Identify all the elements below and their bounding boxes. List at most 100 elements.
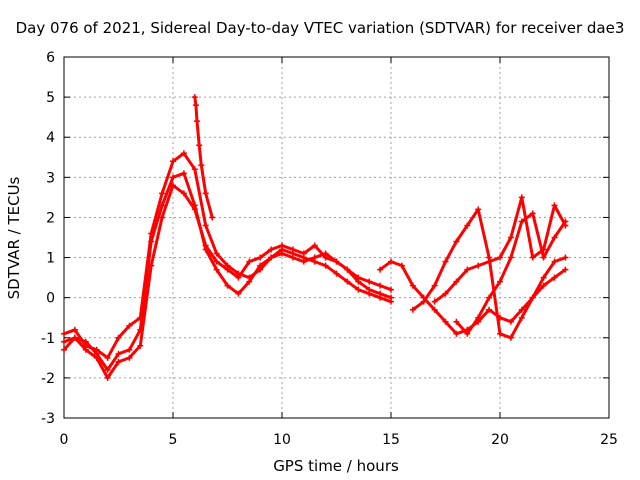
data-point-sat-e — [377, 266, 384, 273]
data-point-sat-c — [257, 266, 264, 273]
data-point-sat-c — [82, 342, 89, 349]
data-series — [61, 94, 569, 381]
data-point-sat-g — [431, 298, 438, 305]
data-point-sat-c — [61, 330, 67, 337]
data-point-sat-e — [442, 318, 449, 325]
data-point-sat-a — [366, 278, 373, 285]
data-point-sat-c — [300, 258, 307, 265]
data-point-sat-c — [104, 354, 111, 361]
data-point-sat-d — [196, 142, 203, 149]
data-point-sat-f — [529, 294, 536, 301]
data-point-sat-a — [137, 342, 144, 349]
data-point-sat-c — [126, 322, 133, 329]
data-point-sat-c — [180, 150, 187, 157]
series-line-sat-e — [378, 260, 567, 336]
data-point-sat-g — [442, 290, 449, 297]
data-point-sat-c — [311, 254, 318, 261]
y-tick-label: 0 — [46, 291, 55, 307]
data-point-sat-h — [475, 314, 482, 321]
data-point-sat-h — [453, 318, 460, 325]
data-point-sat-c — [344, 266, 351, 273]
data-point-sat-a — [311, 242, 318, 249]
data-point-sat-b — [170, 174, 176, 181]
data-point-sat-h — [497, 278, 503, 285]
data-point-sat-c — [148, 230, 155, 237]
data-point-sat-c — [202, 222, 209, 229]
data-point-sat-g — [529, 254, 536, 261]
data-point-sat-b — [137, 326, 144, 333]
data-point-sat-g — [518, 194, 525, 201]
data-point-sat-c — [137, 314, 144, 321]
data-point-sat-a — [377, 282, 384, 289]
data-point-sat-a — [115, 358, 122, 365]
data-point-sat-e — [518, 306, 525, 313]
data-point-sat-f — [540, 274, 547, 281]
data-point-sat-f — [562, 254, 569, 261]
x-tick-label: 25 — [600, 432, 618, 448]
data-point-sat-c — [213, 250, 220, 257]
data-point-sat-g — [497, 254, 503, 261]
data-point-sat-h — [529, 210, 536, 217]
data-point-sat-f — [442, 258, 449, 265]
data-point-sat-a — [268, 246, 275, 253]
data-point-sat-c — [224, 262, 231, 269]
data-point-sat-g — [475, 262, 482, 269]
data-point-sat-c — [322, 250, 329, 257]
data-point-sat-d — [191, 94, 198, 101]
data-point-sat-c — [170, 158, 176, 165]
data-point-sat-b — [213, 266, 220, 273]
data-point-sat-c — [355, 278, 362, 285]
data-point-sat-b — [344, 278, 351, 285]
data-point-sat-h — [540, 254, 547, 261]
plot-frame — [63, 56, 610, 419]
data-point-sat-g — [486, 258, 493, 265]
data-point-sat-f — [464, 222, 471, 229]
data-point-sat-d — [192, 102, 199, 109]
x-tick-label: 0 — [60, 432, 69, 448]
data-point-sat-e — [551, 274, 558, 281]
series-line-sat-c — [62, 151, 393, 360]
x-axis-label: GPS time / hours — [273, 457, 399, 475]
x-tick-label: 10 — [273, 432, 291, 448]
data-point-sat-a — [159, 214, 166, 221]
data-point-sat-c — [377, 290, 384, 297]
data-point-sat-b — [224, 282, 231, 289]
data-point-sat-a — [61, 338, 67, 345]
chart-title: Day 076 of 2021, Sidereal Day-to-day VTE… — [16, 19, 625, 37]
data-point-sat-a — [126, 354, 133, 361]
data-point-sat-a — [104, 374, 111, 381]
data-point-sat-e — [398, 262, 405, 269]
data-point-sat-h — [507, 254, 514, 261]
data-point-sat-b — [333, 270, 340, 277]
data-point-sat-e — [562, 266, 569, 273]
data-point-sat-h — [551, 234, 558, 241]
data-point-sat-b — [322, 262, 329, 269]
data-point-sat-h — [486, 294, 493, 301]
series-line-sat-d — [193, 95, 214, 219]
data-point-sat-b — [355, 286, 362, 293]
data-point-sat-h — [562, 218, 569, 225]
data-point-sat-c — [93, 346, 100, 353]
data-point-sat-c — [246, 274, 253, 281]
data-point-sat-c — [366, 286, 373, 293]
x-tick-label: 5 — [169, 432, 178, 448]
data-point-sat-f — [431, 282, 438, 289]
data-point-sat-h — [464, 330, 471, 337]
data-point-sat-f — [420, 298, 427, 305]
data-point-sat-c — [289, 254, 296, 261]
data-point-sat-c — [159, 190, 166, 197]
data-point-sat-f — [518, 314, 525, 321]
data-point-sat-b — [115, 350, 122, 357]
data-point-sat-a — [388, 286, 394, 293]
data-point-sat-b — [104, 366, 111, 373]
data-point-sat-f — [551, 258, 558, 265]
data-point-sat-c — [71, 326, 78, 333]
data-point-sat-d — [209, 214, 216, 221]
data-point-sat-f — [409, 306, 416, 313]
data-point-sat-f — [475, 206, 482, 213]
data-point-sat-e — [507, 318, 514, 325]
data-point-sat-c — [388, 294, 394, 301]
data-point-sat-d — [193, 118, 200, 125]
data-point-sat-e — [486, 306, 493, 313]
